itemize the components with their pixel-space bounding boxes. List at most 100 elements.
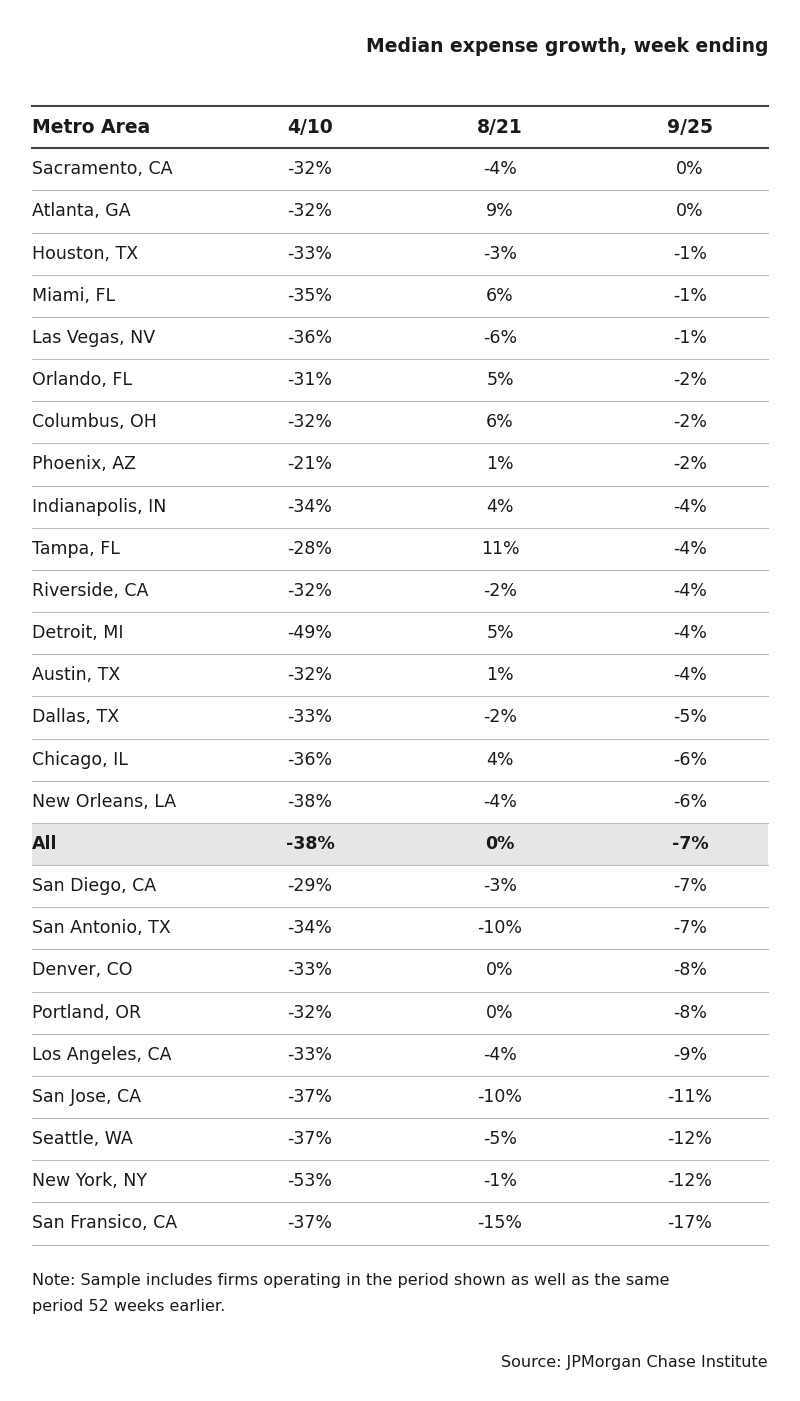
Text: -4%: -4% — [483, 793, 517, 811]
Text: -32%: -32% — [287, 1003, 333, 1021]
Text: -1%: -1% — [673, 329, 707, 347]
Text: -3%: -3% — [483, 877, 517, 895]
Text: Dallas, TX: Dallas, TX — [32, 709, 119, 727]
Text: 0%: 0% — [486, 961, 514, 979]
Text: -7%: -7% — [673, 877, 707, 895]
Text: -36%: -36% — [287, 329, 333, 347]
Text: -32%: -32% — [287, 667, 333, 684]
Text: 1%: 1% — [486, 667, 514, 684]
Text: -33%: -33% — [287, 1045, 333, 1063]
Text: 0%: 0% — [486, 835, 514, 853]
Text: All: All — [32, 835, 58, 853]
Text: San Antonio, TX: San Antonio, TX — [32, 919, 170, 937]
Text: -32%: -32% — [287, 160, 333, 178]
Text: Source: JPMorgan Chase Institute: Source: JPMorgan Chase Institute — [502, 1356, 768, 1370]
Text: -12%: -12% — [667, 1131, 713, 1149]
Text: -21%: -21% — [287, 455, 333, 474]
Text: -4%: -4% — [673, 539, 707, 558]
Text: Miami, FL: Miami, FL — [32, 287, 115, 305]
Text: Denver, CO: Denver, CO — [32, 961, 133, 979]
Text: -15%: -15% — [478, 1215, 522, 1233]
Text: -4%: -4% — [673, 497, 707, 516]
Text: -11%: -11% — [667, 1089, 713, 1105]
Text: 9%: 9% — [486, 202, 514, 220]
Text: -28%: -28% — [287, 539, 333, 558]
Text: -1%: -1% — [483, 1173, 517, 1191]
Text: Los Angeles, CA: Los Angeles, CA — [32, 1045, 171, 1063]
Text: Seattle, WA: Seattle, WA — [32, 1131, 133, 1149]
Text: San Diego, CA: San Diego, CA — [32, 877, 156, 895]
Text: period 52 weeks earlier.: period 52 weeks earlier. — [32, 1299, 226, 1314]
Text: Columbus, OH: Columbus, OH — [32, 413, 157, 432]
Text: -4%: -4% — [673, 581, 707, 600]
Text: -49%: -49% — [287, 623, 333, 642]
Text: 0%: 0% — [676, 160, 704, 178]
Text: -9%: -9% — [673, 1045, 707, 1063]
Text: -2%: -2% — [483, 581, 517, 600]
Text: -34%: -34% — [287, 919, 333, 937]
Text: -4%: -4% — [673, 623, 707, 642]
Text: Austin, TX: Austin, TX — [32, 667, 120, 684]
Text: -34%: -34% — [287, 497, 333, 516]
Text: New Orleans, LA: New Orleans, LA — [32, 793, 176, 811]
Text: Indianapolis, IN: Indianapolis, IN — [32, 497, 166, 516]
Text: -29%: -29% — [287, 877, 333, 895]
Text: -4%: -4% — [673, 667, 707, 684]
Text: -5%: -5% — [673, 709, 707, 727]
Text: 9/25: 9/25 — [667, 118, 713, 136]
Text: -17%: -17% — [667, 1215, 713, 1233]
Text: Las Vegas, NV: Las Vegas, NV — [32, 329, 155, 347]
Text: -4%: -4% — [483, 160, 517, 178]
Text: 11%: 11% — [481, 539, 519, 558]
Text: -1%: -1% — [673, 287, 707, 305]
Text: San Jose, CA: San Jose, CA — [32, 1089, 141, 1105]
Text: -32%: -32% — [287, 413, 333, 432]
Text: -6%: -6% — [673, 793, 707, 811]
Bar — [32, 822, 768, 864]
Text: -2%: -2% — [673, 413, 707, 432]
Text: 0%: 0% — [486, 1003, 514, 1021]
Text: -8%: -8% — [673, 1003, 707, 1021]
Text: -33%: -33% — [287, 245, 333, 262]
Text: -33%: -33% — [287, 709, 333, 727]
Text: Chicago, IL: Chicago, IL — [32, 751, 128, 769]
Text: -7%: -7% — [673, 919, 707, 937]
Text: 5%: 5% — [486, 371, 514, 389]
Text: Atlanta, GA: Atlanta, GA — [32, 202, 130, 220]
Text: 5%: 5% — [486, 623, 514, 642]
Text: -4%: -4% — [483, 1045, 517, 1063]
Text: -10%: -10% — [478, 919, 522, 937]
Text: -12%: -12% — [667, 1173, 713, 1191]
Text: -37%: -37% — [287, 1089, 333, 1105]
Text: -2%: -2% — [483, 709, 517, 727]
Text: -36%: -36% — [287, 751, 333, 769]
Text: -38%: -38% — [286, 835, 334, 853]
Text: -32%: -32% — [287, 202, 333, 220]
Text: 4%: 4% — [486, 497, 514, 516]
Text: 6%: 6% — [486, 287, 514, 305]
Text: -6%: -6% — [673, 751, 707, 769]
Text: -8%: -8% — [673, 961, 707, 979]
Text: -33%: -33% — [287, 961, 333, 979]
Text: -2%: -2% — [673, 455, 707, 474]
Text: Metro Area: Metro Area — [32, 118, 150, 136]
Text: San Fransico, CA: San Fransico, CA — [32, 1215, 177, 1233]
Text: Sacramento, CA: Sacramento, CA — [32, 160, 173, 178]
Text: 6%: 6% — [486, 413, 514, 432]
Text: 8/21: 8/21 — [477, 118, 523, 136]
Text: -38%: -38% — [287, 793, 333, 811]
Text: Detroit, MI: Detroit, MI — [32, 623, 123, 642]
Text: Tampa, FL: Tampa, FL — [32, 539, 120, 558]
Text: New York, NY: New York, NY — [32, 1173, 147, 1191]
Text: -31%: -31% — [287, 371, 333, 389]
Text: -1%: -1% — [673, 245, 707, 262]
Text: Orlando, FL: Orlando, FL — [32, 371, 132, 389]
Text: Median expense growth, week ending: Median expense growth, week ending — [366, 36, 768, 56]
Text: 4/10: 4/10 — [287, 118, 333, 136]
Text: -7%: -7% — [672, 835, 708, 853]
Text: -53%: -53% — [287, 1173, 333, 1191]
Text: 4%: 4% — [486, 751, 514, 769]
Text: Houston, TX: Houston, TX — [32, 245, 138, 262]
Text: Portland, OR: Portland, OR — [32, 1003, 141, 1021]
Text: -2%: -2% — [673, 371, 707, 389]
